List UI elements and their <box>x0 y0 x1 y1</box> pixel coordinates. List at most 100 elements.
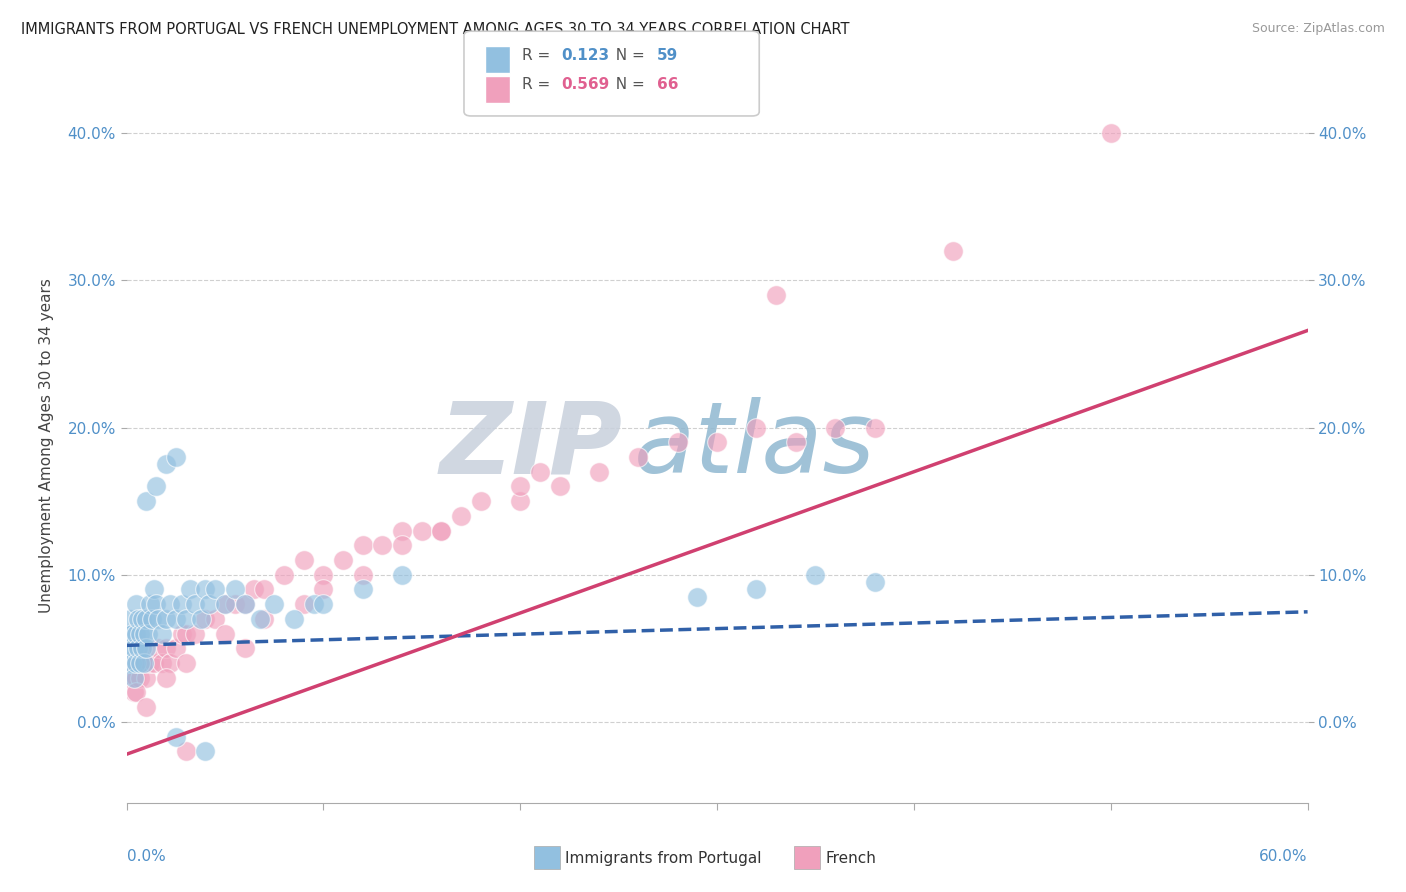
Point <box>706 435 728 450</box>
Point <box>194 612 217 626</box>
Point <box>150 656 173 670</box>
Point <box>263 597 285 611</box>
Point <box>391 567 413 582</box>
Point <box>430 524 453 538</box>
Point <box>135 612 157 626</box>
Point <box>214 597 236 611</box>
Point <box>214 626 236 640</box>
Point <box>146 641 169 656</box>
Point <box>194 582 217 597</box>
Point <box>170 597 193 611</box>
Point <box>627 450 650 464</box>
Text: 0.569: 0.569 <box>561 78 609 92</box>
Point <box>139 597 162 611</box>
Point <box>174 626 197 640</box>
Text: N =: N = <box>606 78 650 92</box>
Point <box>155 641 177 656</box>
Point <box>125 597 148 611</box>
Point <box>352 567 374 582</box>
Point <box>312 582 335 597</box>
Point <box>391 538 413 552</box>
Point <box>785 435 807 450</box>
Point <box>131 641 153 656</box>
Point <box>765 288 787 302</box>
Point <box>165 450 187 464</box>
Point <box>190 612 212 626</box>
Point <box>127 612 149 626</box>
Point <box>150 626 173 640</box>
Point <box>117 626 139 640</box>
Point <box>143 656 166 670</box>
Point <box>302 597 325 611</box>
Point <box>292 597 315 611</box>
Point <box>243 582 266 597</box>
Point <box>124 641 146 656</box>
Point <box>352 538 374 552</box>
Point <box>1099 126 1122 140</box>
Point <box>174 612 197 626</box>
Point <box>125 671 148 685</box>
Point <box>131 612 153 626</box>
Point <box>125 656 148 670</box>
Text: French: French <box>825 851 876 865</box>
Point <box>125 626 148 640</box>
Point <box>120 656 142 670</box>
Point <box>233 597 256 611</box>
Point <box>179 582 201 597</box>
Point <box>120 612 142 626</box>
Point <box>224 582 246 597</box>
Text: 66: 66 <box>657 78 678 92</box>
Point <box>204 612 226 626</box>
Text: N =: N = <box>606 48 650 62</box>
Point <box>135 700 157 714</box>
Point <box>165 730 187 744</box>
Point <box>129 626 152 640</box>
Point <box>249 612 271 626</box>
Text: 0.123: 0.123 <box>561 48 609 62</box>
Point <box>159 597 181 611</box>
Point <box>411 524 433 538</box>
Point <box>332 553 354 567</box>
Point <box>745 420 768 434</box>
Point <box>509 479 531 493</box>
Point <box>131 641 153 656</box>
Point <box>139 656 162 670</box>
Point <box>125 685 148 699</box>
Point <box>174 744 197 758</box>
Point <box>686 590 709 604</box>
Point <box>146 612 169 626</box>
Point <box>145 479 167 493</box>
Point <box>312 597 335 611</box>
Point <box>450 508 472 523</box>
Point <box>273 567 295 582</box>
Point <box>253 612 276 626</box>
Point <box>548 479 571 493</box>
Point <box>312 567 335 582</box>
Point <box>292 553 315 567</box>
Text: Immigrants from Portugal: Immigrants from Portugal <box>565 851 762 865</box>
Point <box>121 671 143 685</box>
Point <box>509 494 531 508</box>
Point <box>430 524 453 538</box>
Point <box>863 420 886 434</box>
Text: Source: ZipAtlas.com: Source: ZipAtlas.com <box>1251 22 1385 36</box>
Point <box>214 597 236 611</box>
Text: R =: R = <box>522 48 555 62</box>
Point <box>124 685 146 699</box>
Text: 0.0%: 0.0% <box>127 849 166 864</box>
Point <box>204 582 226 597</box>
Point <box>174 656 197 670</box>
Point <box>121 656 143 670</box>
Point <box>198 597 221 611</box>
Point <box>155 612 177 626</box>
Point <box>233 597 256 611</box>
Point <box>470 494 492 508</box>
Text: 60.0%: 60.0% <box>1260 849 1308 864</box>
Point <box>127 641 149 656</box>
Point <box>121 626 143 640</box>
Point <box>135 641 157 656</box>
Point <box>745 582 768 597</box>
Point <box>120 641 142 656</box>
Point <box>391 524 413 538</box>
Point <box>253 582 276 597</box>
